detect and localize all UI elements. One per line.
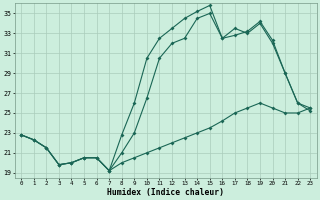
X-axis label: Humidex (Indice chaleur): Humidex (Indice chaleur) [107,188,224,197]
